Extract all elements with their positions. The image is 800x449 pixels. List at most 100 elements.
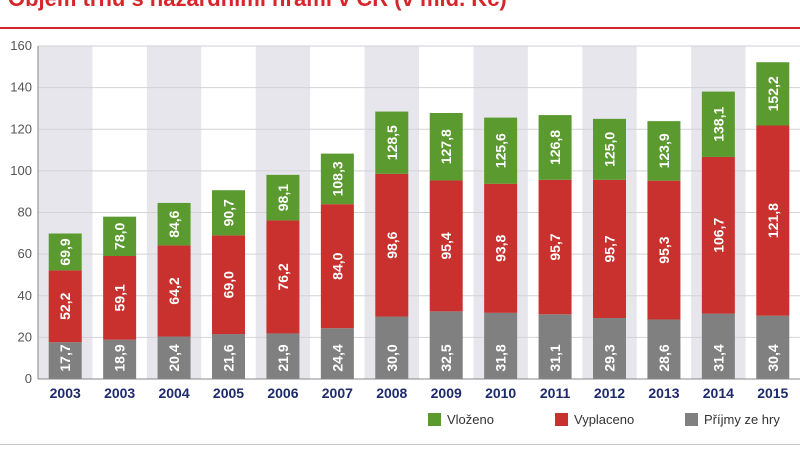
legend-vyplaceno-label: Vyplaceno bbox=[574, 412, 634, 427]
bar-segment-prijmy bbox=[266, 333, 300, 379]
bar-segment-vyplaceno bbox=[538, 179, 572, 315]
bar-segment-prijmy bbox=[48, 342, 82, 379]
data-label: 123,9 bbox=[656, 133, 672, 168]
data-label: 64,2 bbox=[166, 277, 182, 304]
data-label: 121,8 bbox=[765, 203, 781, 238]
legend-vyplaceno-swatch bbox=[555, 413, 568, 426]
y-tick-label: 100 bbox=[10, 163, 32, 178]
bar-segment-vlozeno bbox=[212, 190, 245, 236]
data-label: 29,3 bbox=[602, 344, 618, 371]
data-label: 20,4 bbox=[166, 344, 182, 371]
data-label: 31,1 bbox=[547, 344, 563, 371]
bar-segment-vlozeno bbox=[484, 117, 518, 184]
data-label: 90,7 bbox=[221, 199, 237, 226]
bar-segment-vyplaceno bbox=[701, 156, 735, 314]
data-label: 128,5 bbox=[384, 125, 400, 160]
bar-segment-vlozeno bbox=[538, 115, 572, 180]
data-label: 152,2 bbox=[765, 76, 781, 111]
bar-segment-prijmy bbox=[375, 316, 409, 379]
x-tick-label: 2006 bbox=[267, 385, 298, 401]
data-label: 31,8 bbox=[493, 344, 509, 371]
data-label: 125,6 bbox=[493, 133, 509, 168]
bar-segment-vlozeno bbox=[320, 153, 354, 205]
bar-segment-vlozeno bbox=[756, 62, 790, 126]
bar-segment-vyplaceno bbox=[429, 180, 463, 312]
data-label: 125,0 bbox=[602, 132, 618, 167]
data-label: 95,7 bbox=[547, 233, 563, 260]
x-tick-label: 2014 bbox=[703, 385, 734, 401]
data-label: 21,9 bbox=[275, 344, 291, 371]
bar-segment-vyplaceno bbox=[593, 179, 626, 319]
bar-segment-vyplaceno bbox=[212, 235, 245, 335]
y-tick-label: 160 bbox=[10, 38, 32, 53]
data-label: 95,7 bbox=[602, 235, 618, 262]
data-label: 21,6 bbox=[221, 344, 237, 371]
data-label: 108,3 bbox=[329, 161, 345, 196]
x-tick-label: 2003 bbox=[104, 385, 135, 401]
data-label: 76,2 bbox=[275, 263, 291, 290]
bar-segment-vyplaceno bbox=[266, 220, 300, 334]
bar-segment-vlozeno bbox=[701, 91, 735, 157]
data-label: 98,1 bbox=[275, 184, 291, 211]
bar-segment-prijmy bbox=[538, 314, 572, 379]
x-tick-label: 2013 bbox=[648, 385, 679, 401]
data-label: 52,2 bbox=[57, 292, 73, 319]
bar-segment-vlozeno bbox=[647, 121, 681, 181]
bar-segment-vlozeno bbox=[266, 174, 300, 221]
data-label: 18,9 bbox=[112, 344, 128, 371]
bar-segment-prijmy bbox=[701, 313, 735, 379]
y-tick-label: 120 bbox=[10, 121, 32, 136]
x-tick-label: 2004 bbox=[158, 385, 189, 401]
data-label: 84,0 bbox=[329, 252, 345, 279]
x-tick-label: 2011 bbox=[540, 385, 571, 401]
title-rule bbox=[0, 27, 800, 29]
y-tick-label: 40 bbox=[18, 288, 32, 303]
bar-segment-vyplaceno bbox=[157, 245, 191, 337]
y-tick-label: 20 bbox=[18, 329, 32, 344]
y-tick-label: 140 bbox=[10, 80, 32, 95]
data-label: 95,4 bbox=[438, 232, 454, 259]
data-label: 127,8 bbox=[438, 129, 454, 164]
x-tick-label: 2008 bbox=[376, 385, 407, 401]
x-tick-label: 2007 bbox=[322, 385, 353, 401]
y-tick-label: 0 bbox=[25, 371, 32, 386]
bar-segment-vlozeno bbox=[103, 216, 137, 256]
chart-title: Objem trhu s hazardními hrami v ČR (v ml… bbox=[8, 0, 507, 12]
data-label: 84,6 bbox=[166, 210, 182, 237]
data-label: 69,9 bbox=[57, 238, 73, 265]
y-tick-label: 60 bbox=[18, 246, 32, 261]
bar-segment-prijmy bbox=[320, 328, 354, 379]
data-label: 59,1 bbox=[112, 284, 128, 311]
bar-segment-prijmy bbox=[157, 336, 191, 379]
bar-segment-vlozeno bbox=[429, 113, 463, 181]
bar-segment-vlozeno bbox=[48, 233, 82, 271]
bottom-rule bbox=[0, 444, 800, 445]
x-tick-label: 2010 bbox=[485, 385, 516, 401]
bar-segment-vyplaceno bbox=[48, 270, 82, 343]
bar-segment-vyplaceno bbox=[320, 204, 354, 329]
bar-segment-prijmy bbox=[484, 312, 518, 379]
legend-vlozeno-swatch bbox=[428, 413, 441, 426]
data-label: 69,0 bbox=[221, 271, 237, 298]
legend-prijmy-label: Příjmy ze hry bbox=[704, 412, 780, 427]
bar-segment-vyplaceno bbox=[647, 180, 681, 320]
data-label: 30,4 bbox=[765, 344, 781, 371]
data-label: 17,7 bbox=[57, 344, 73, 371]
bar-segment-vyplaceno bbox=[103, 255, 137, 340]
bar-segment-vyplaceno bbox=[484, 183, 518, 313]
data-label: 106,7 bbox=[710, 218, 726, 253]
x-tick-label: 2003 bbox=[50, 385, 81, 401]
bar-segment-vyplaceno bbox=[375, 173, 409, 317]
x-tick-label: 2015 bbox=[757, 385, 788, 401]
bar-segment-prijmy bbox=[593, 318, 626, 379]
data-label: 28,6 bbox=[656, 344, 672, 371]
data-label: 31,4 bbox=[710, 344, 726, 371]
y-tick-label: 80 bbox=[18, 205, 32, 220]
bar-segment-vlozeno bbox=[593, 118, 626, 180]
x-tick-label: 2009 bbox=[431, 385, 462, 401]
data-label: 24,4 bbox=[329, 344, 345, 371]
data-label: 93,8 bbox=[493, 234, 509, 261]
legend-vlozeno-label: Vloženo bbox=[447, 412, 494, 427]
bar-segment-prijmy bbox=[212, 334, 245, 379]
